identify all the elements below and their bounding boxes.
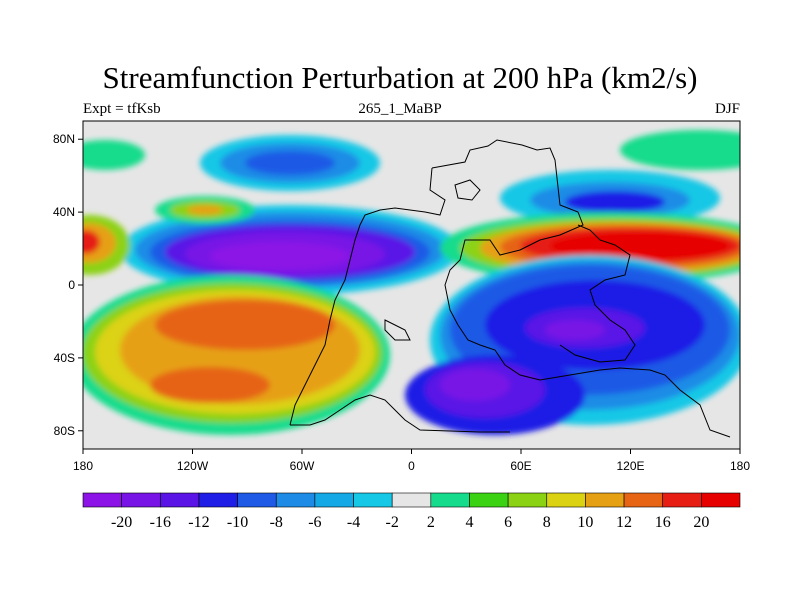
lat-tick-label: 40N — [53, 205, 75, 219]
colorbar-label: -6 — [308, 514, 321, 531]
colorbar-label: 20 — [693, 514, 709, 531]
lon-tick-label: 0 — [408, 459, 415, 473]
lon-tick-label: 180 — [730, 459, 750, 473]
colorbar-swatch — [585, 492, 625, 508]
colorbar-label: 6 — [504, 514, 512, 531]
lon-tick-label: 120W — [177, 459, 209, 473]
lat-tick-label: 40S — [54, 351, 75, 365]
colorbar-swatch — [662, 492, 702, 508]
colorbar-swatch — [159, 492, 200, 508]
colorbar: -20 -16 -12 -10 -8 -6 -4 -2 2 4 6 8 10 12 16 20 — [82, 492, 741, 531]
colorbar-swatch — [121, 492, 161, 508]
colorbar-swatch — [353, 492, 393, 508]
colorbar-swatch — [198, 492, 238, 508]
colorbar-swatch — [82, 492, 122, 508]
colorbar-swatch — [275, 492, 316, 508]
colorbar-label: -16 — [150, 514, 171, 531]
lat-tick-label: 0 — [68, 278, 75, 292]
colorbar-swatch — [430, 492, 470, 508]
colorbar-label: 12 — [616, 514, 632, 531]
colorbar-swatch — [391, 492, 432, 508]
colorbar-label: 16 — [655, 514, 671, 531]
colorbar-label: 2 — [427, 514, 435, 531]
experiment-label: Expt = tfKsb — [83, 101, 161, 117]
colorbar-label: 8 — [543, 514, 551, 531]
colorbar-label: -20 — [111, 514, 132, 531]
colorbar-label: 10 — [577, 514, 593, 531]
colorbar-label: -10 — [227, 514, 248, 531]
season-label: DJF — [714, 101, 740, 117]
lon-tick-label: 60E — [510, 459, 531, 473]
colorbar-label: -12 — [188, 514, 209, 531]
longitude-axis: 180 120W 60W 0 60E 120E 180 — [73, 449, 750, 473]
lon-tick-label: 180 — [73, 459, 93, 473]
colorbar-swatch — [314, 492, 354, 508]
colorbar-label: -4 — [347, 514, 360, 531]
colorbar-swatch — [701, 492, 741, 508]
colorbar-swatch — [546, 492, 586, 508]
colorbar-label: -8 — [270, 514, 283, 531]
colorbar-swatch — [237, 492, 277, 508]
latitude-axis: 80N 40N 0 40S 80S — [53, 132, 83, 438]
lon-tick-label: 60W — [290, 459, 315, 473]
run-label: 265_1_MaBP — [358, 101, 442, 117]
lat-tick-label: 80S — [54, 424, 75, 438]
colorbar-label: 4 — [465, 514, 473, 531]
colorbar-label: -2 — [386, 514, 399, 531]
colorbar-swatch — [469, 492, 509, 508]
colorbar-swatch — [623, 492, 664, 508]
map-title: Streamfunction Perturbation at 200 hPa (… — [102, 60, 698, 95]
colorbar-swatch — [507, 492, 548, 508]
contour-field — [83, 130, 740, 435]
lat-tick-label: 80N — [53, 132, 75, 146]
lon-tick-label: 120E — [616, 459, 644, 473]
continent-outlines — [289, 139, 731, 438]
